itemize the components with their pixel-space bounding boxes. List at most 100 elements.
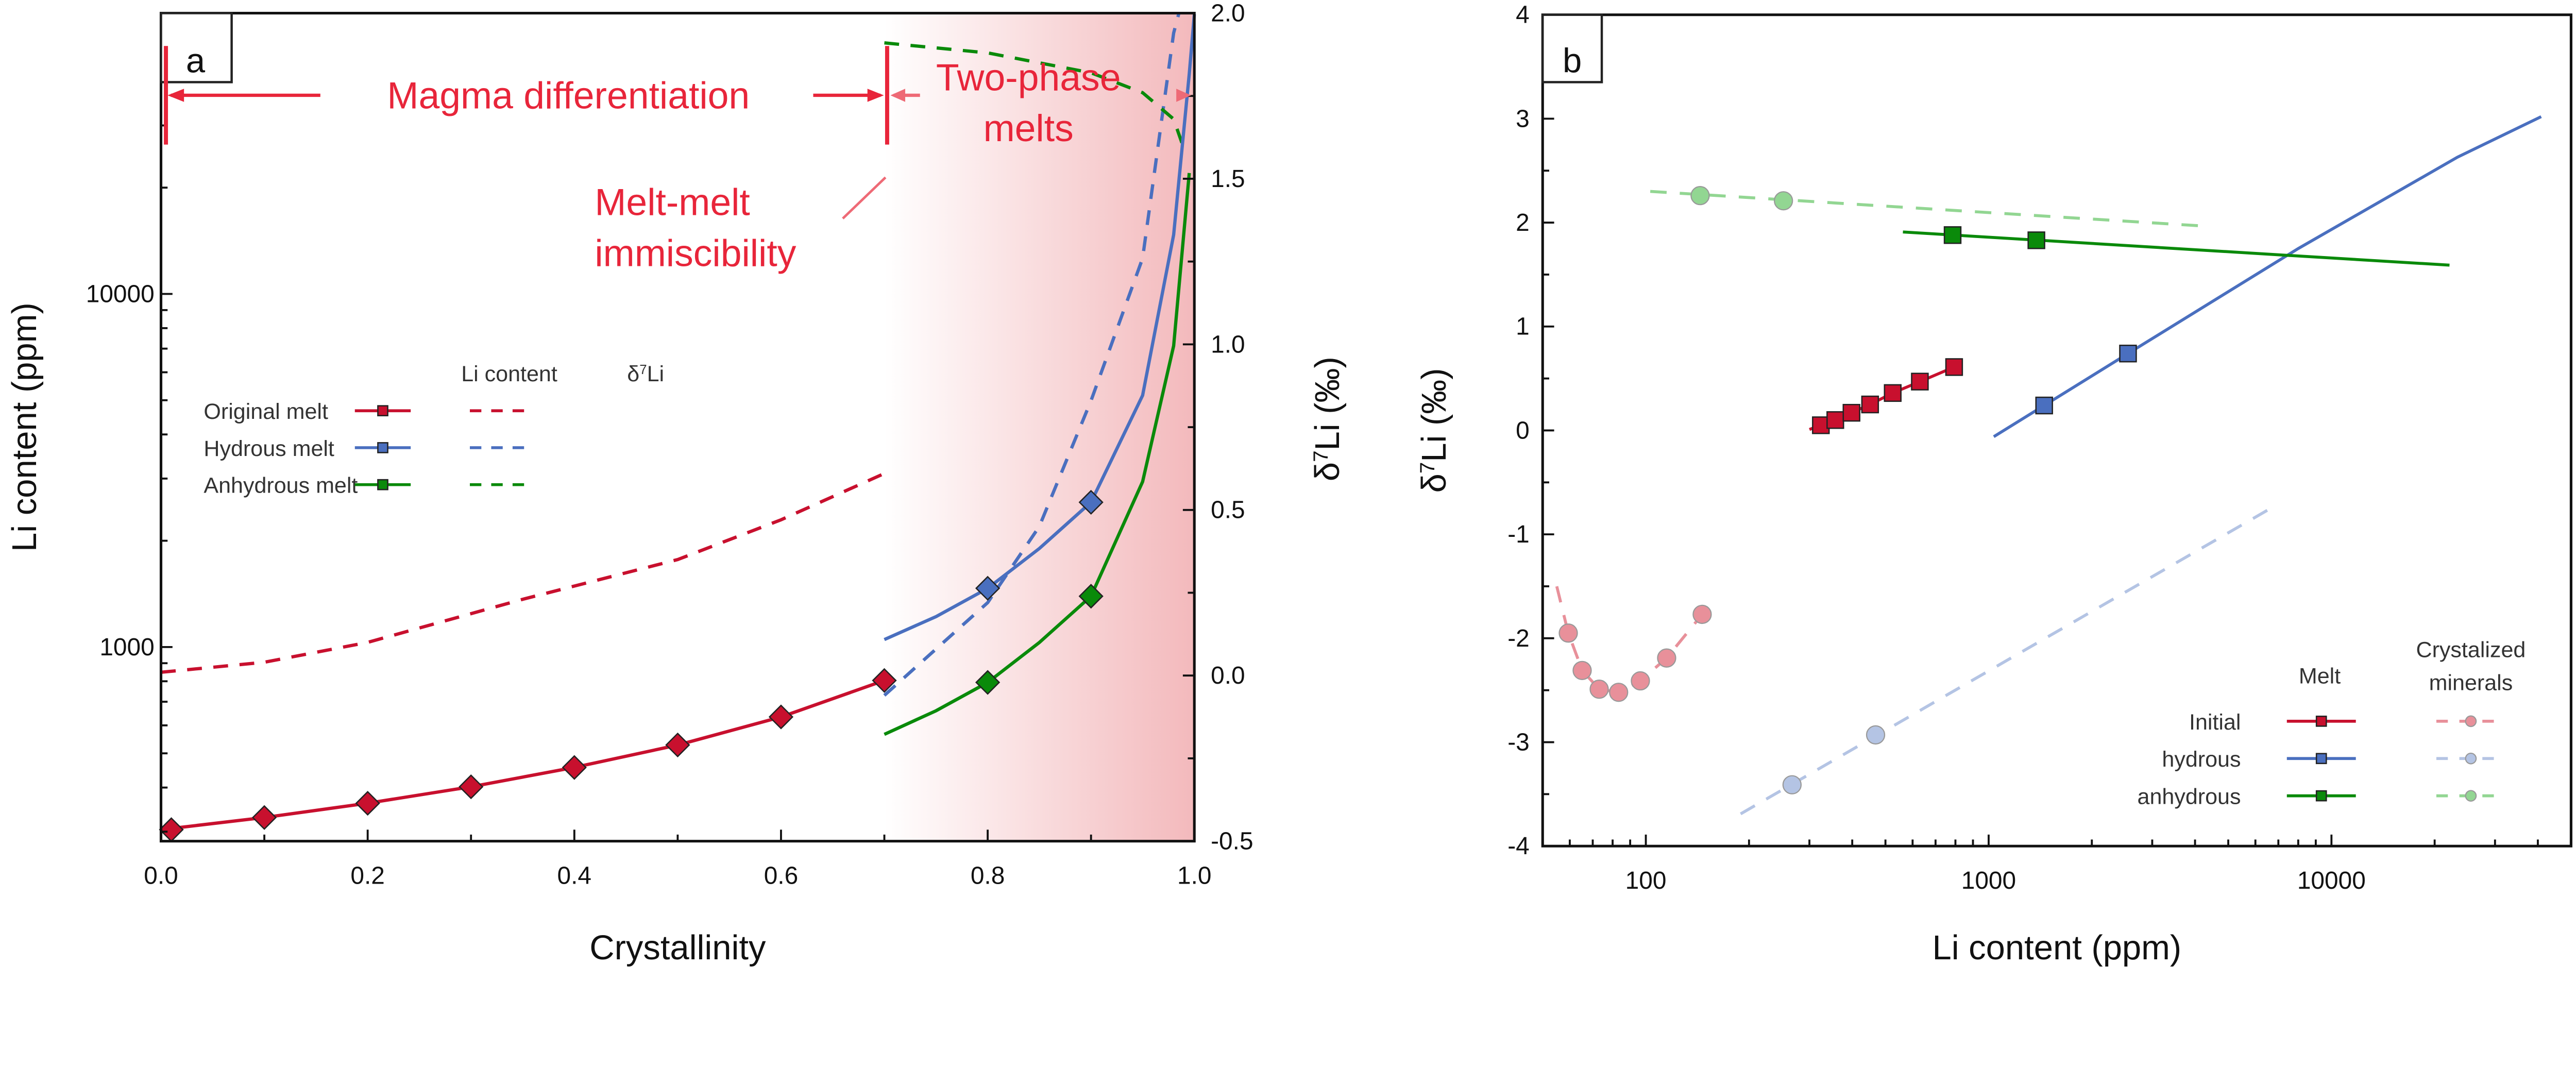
y-right-tick-label: -0.5 (1211, 828, 1253, 855)
panel-label: a (186, 41, 206, 80)
y-right-tick-label: 2.0 (1211, 0, 1245, 27)
x-tick-label: 0.0 (144, 862, 178, 890)
magma-differentiation-label: Magma differentiation (387, 74, 750, 116)
legend-header-li: Li content (461, 362, 557, 386)
arrowhead-two-phase-right (1176, 89, 1191, 102)
melt-point-initial (1884, 384, 1902, 402)
melt-point-anhydrous (1943, 226, 1962, 244)
legend-header-minerals: minerals (2429, 670, 2513, 695)
legend-melt-marker-initial (2315, 716, 2327, 727)
delta-curve-anhydrous (884, 41, 1186, 150)
x-tick-label: 1000 (1961, 867, 2016, 894)
y-tick-label: 0 (1516, 417, 1530, 444)
x-tick-label: 0.2 (350, 862, 385, 890)
li-curve-initial (161, 679, 885, 832)
legend-marker-initial (377, 405, 388, 417)
melt-point-hydrous (2119, 344, 2137, 363)
legend-mineral-marker-blue_mineral (2465, 752, 2477, 765)
y-axis-label-part: 7 (1416, 462, 1439, 473)
melt-trend-hydrous (1993, 115, 2542, 438)
legend-marker-anhydrous (377, 479, 388, 490)
mineral-point-pink_mineral (1631, 671, 1650, 691)
delta-curve-hydrous (883, 12, 1181, 697)
mineral-point-pink_mineral (1609, 683, 1629, 702)
y-tick-label: -4 (1507, 833, 1530, 860)
y-tick-label: 1 (1516, 313, 1530, 341)
x-axis-label: Li content (ppm) (1932, 928, 2181, 967)
legend-label: Initial (2189, 710, 2241, 735)
mineral-point-green_mineral (1690, 185, 1710, 206)
immiscibility-label: immiscibility (595, 232, 796, 275)
mineral-point-pink_mineral (1692, 604, 1712, 624)
mineral-point-pink_mineral (1558, 623, 1578, 643)
li-point-initial (562, 755, 587, 780)
legend-header-minerals: Crystalized (2416, 638, 2526, 663)
melt-trend-anhydrous (1903, 230, 2450, 267)
li-point-initial (665, 732, 690, 758)
legend-label: anhydrous (2138, 785, 2241, 809)
panel-a: 0.0 0.2 0.4 0.6 0.8 1.0 1000 10000 -0.5 0.0 0.5 1.0… (5, 0, 1347, 967)
li-point-anhydrous (1078, 584, 1104, 609)
x-axis-label: Crystallinity (589, 928, 766, 967)
x-tick-label: 100 (1625, 867, 1667, 894)
mineral-point-green_mineral (1773, 191, 1793, 211)
mineral-trend-blue_mineral (1740, 507, 2272, 816)
immiscibility-pointer (842, 176, 887, 219)
legend-header-melt: Melt (2299, 664, 2341, 689)
legend-mineral-marker-pink_mineral (2465, 715, 2477, 727)
panel-label-box (1541, 13, 1603, 83)
y-left-tick-label: 1000 (99, 634, 154, 661)
melt-point-initial (1842, 403, 1860, 422)
y-right-tick-label: 1.0 (1211, 331, 1245, 358)
y-right-axis-label-part: 7 (1309, 450, 1332, 462)
y-tick-label: 3 (1516, 105, 1530, 132)
x-tick-label: 0.4 (557, 862, 592, 890)
li-point-initial (459, 774, 484, 800)
two-phase-shaded-region (884, 13, 1195, 841)
melt-point-initial (1911, 372, 1929, 391)
melt-point-initial (1812, 416, 1830, 434)
delta-curve-initial (161, 472, 885, 674)
mineral-point-blue_mineral (1866, 725, 1886, 745)
li-point-initial (872, 668, 897, 693)
melt-point-anhydrous (2027, 231, 2045, 249)
y-right-axis-label: δ7Li (‰) (1308, 357, 1347, 481)
mineral-point-blue_mineral (1782, 775, 1802, 794)
y-right-tick-label: 0.0 (1211, 662, 1245, 689)
panel-b: 100 1000 10000 -4 -3 -2 -1 0 1 2 3 4 Li content (ppm… (1415, 2, 2572, 967)
li-point-initial (768, 704, 794, 730)
y-axis-label: δ7Li (‰) (1415, 368, 1453, 493)
y-axis-label-part: δ (1415, 473, 1453, 493)
li-point-initial (251, 805, 277, 830)
y-tick-label: -3 (1507, 729, 1530, 756)
legend-marker-hydrous (377, 442, 388, 453)
melt-point-initial (1826, 411, 1844, 429)
legend-mineral-marker-green_mineral (2465, 790, 2477, 802)
li-point-hydrous (1078, 489, 1104, 515)
melt-point-initial (1861, 395, 1879, 414)
legend-melt-marker-hydrous (2315, 753, 2327, 765)
arrowhead-two-phase-left (890, 89, 906, 102)
y-left-axis-label: Li content (ppm) (5, 302, 44, 552)
y-tick-label: -1 (1507, 521, 1530, 548)
legend-label: Anhydrous melt (204, 473, 358, 498)
li-point-hydrous (975, 575, 1001, 601)
y-left-tick-label: 10000 (86, 280, 155, 308)
x-tick-label: 0.8 (971, 862, 1005, 890)
legend-header-delta-part: 7 (639, 363, 647, 377)
y-right-tick-label: 1.5 (1211, 165, 1245, 193)
immiscibility-label: Melt-melt (595, 181, 750, 224)
legend-header-delta-part: δ (627, 362, 639, 386)
legend-melt-marker-anhydrous (2315, 790, 2327, 802)
two-phase-label: melts (984, 107, 1074, 149)
legend-label: Original melt (204, 399, 328, 424)
y-tick-label: 2 (1516, 209, 1530, 236)
panel-label: b (1563, 41, 1582, 80)
two-phase-label: Two-phase (936, 56, 1121, 98)
arrowhead-right (867, 89, 884, 102)
li-point-initial (159, 817, 184, 842)
y-right-axis-label-part: δ (1308, 462, 1347, 481)
plot-frame (1541, 13, 2572, 848)
mineral-point-pink_mineral (1589, 680, 1609, 699)
li-point-initial (355, 791, 380, 816)
